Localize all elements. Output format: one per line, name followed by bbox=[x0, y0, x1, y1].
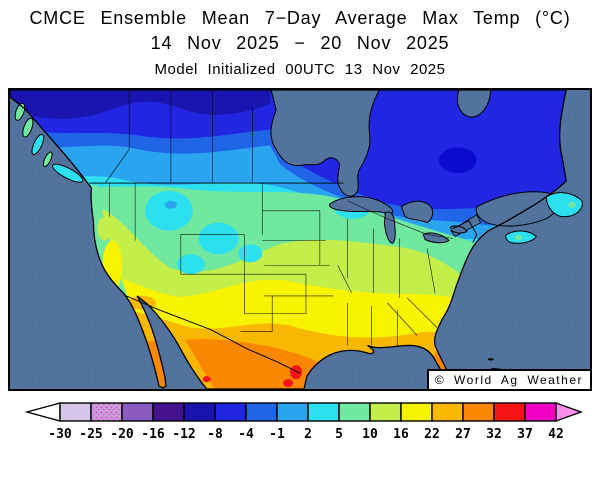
hudson-bay bbox=[270, 90, 381, 197]
newfoundland-island bbox=[545, 192, 583, 218]
oregon-warm-spot bbox=[97, 216, 112, 241]
vancouver-island bbox=[52, 163, 84, 183]
colorbar-cell bbox=[369, 402, 402, 422]
rockies-cold-patch bbox=[238, 244, 263, 263]
colorbar-cell bbox=[214, 402, 247, 422]
colorbar-tick-label: -20 bbox=[110, 427, 134, 442]
colorbar-cell bbox=[338, 402, 371, 422]
colorbar-cell bbox=[400, 402, 433, 422]
colorbar-right-arrow bbox=[555, 402, 584, 422]
map-panel: © World Ag Weather bbox=[8, 88, 592, 391]
political-borders bbox=[89, 90, 478, 374]
colorbar-tick-label: 22 bbox=[424, 427, 440, 442]
colorbar-cell bbox=[121, 402, 154, 422]
alaska-panhandle-island bbox=[22, 117, 34, 138]
ne-mexico-hot-spot bbox=[283, 379, 294, 388]
colorbar-tick-label: 27 bbox=[455, 427, 471, 442]
rockies-cold-core bbox=[164, 200, 177, 209]
colorbar-cell bbox=[431, 402, 464, 422]
colorbar-tick-label: -16 bbox=[141, 427, 165, 442]
colorbar-left-arrow bbox=[24, 402, 61, 422]
rockies-cold-patch bbox=[145, 190, 193, 231]
rockies-cold-patch bbox=[176, 254, 205, 275]
bahamas-island bbox=[487, 358, 494, 361]
w-mexico-hot-spot bbox=[202, 376, 211, 383]
colorbar-cell bbox=[59, 402, 92, 422]
colorbar-cell bbox=[183, 402, 216, 422]
lake-huron bbox=[400, 200, 434, 224]
state-border bbox=[426, 248, 436, 294]
colorbar-svg: -30 -25 -20 -16 -12 -8 -4 -1 2 5 10 16 22 27 32 37 42 bbox=[24, 402, 584, 442]
colorbar-tick-label: -25 bbox=[79, 427, 102, 442]
lake-michigan bbox=[383, 211, 396, 245]
date-range: 14 Nov 2025 − 20 Nov 2025 bbox=[150, 33, 450, 53]
colorbar-tick-label: 32 bbox=[486, 427, 502, 442]
alaska-panhandle-island bbox=[31, 133, 45, 155]
colorbar-cell bbox=[524, 402, 557, 422]
colorbar-tick-label: -12 bbox=[172, 427, 195, 442]
south-texas-hot-spot bbox=[290, 365, 302, 380]
colorbar-tick-label: 5 bbox=[335, 427, 343, 442]
state-border bbox=[387, 302, 418, 336]
alaska-panhandle-island bbox=[42, 151, 53, 168]
newfoundland-mild-spot bbox=[568, 201, 577, 208]
us-canada-border-east bbox=[452, 220, 478, 243]
map-title: CMCE Ensemble Mean 7−Day Average Max Tem… bbox=[29, 8, 571, 28]
colorbar: -30 -25 -20 -16 -12 -8 -4 -1 2 5 10 16 22 27 32 37 42 bbox=[0, 401, 600, 445]
state-border bbox=[337, 265, 352, 294]
us-mexico-border bbox=[126, 295, 301, 374]
gulf-of-st-lawrence bbox=[475, 191, 559, 227]
colorbar-tick-label: 16 bbox=[393, 427, 409, 442]
colorbar-cell bbox=[462, 402, 495, 422]
colorbar-cell bbox=[493, 402, 526, 422]
nova-scotia-mild-spot bbox=[514, 235, 523, 240]
state-border bbox=[240, 295, 273, 332]
colorbar-tick-label: 2 bbox=[304, 427, 312, 442]
colorbar-cell bbox=[245, 402, 278, 422]
colorbar-tick-label: 10 bbox=[362, 427, 378, 442]
model-init-line: Model Initialized 00UTC 13 Nov 2025 bbox=[154, 61, 446, 78]
colorbar-tick-label: -8 bbox=[207, 427, 223, 442]
province-border bbox=[347, 200, 453, 239]
colorbar-cell bbox=[276, 402, 309, 422]
quebec-cold-core bbox=[439, 147, 477, 174]
colorbar-tick-label: 37 bbox=[517, 427, 533, 442]
temperature-map bbox=[10, 90, 590, 389]
ungava-bay bbox=[456, 90, 492, 118]
colorbar-cell bbox=[90, 402, 123, 422]
rockies-cold-patch bbox=[198, 222, 239, 255]
colorbar-labels: -30 -25 -20 -16 -12 -8 -4 -1 2 5 10 16 22 27 32 37 42 bbox=[48, 427, 564, 442]
colorbar-cells bbox=[59, 402, 557, 422]
colorbar-tick-label: -4 bbox=[238, 427, 254, 442]
lake-erie bbox=[422, 232, 450, 244]
colorbar-cell bbox=[152, 402, 185, 422]
colorbar-tick-label: 42 bbox=[548, 427, 564, 442]
province-border bbox=[105, 90, 130, 184]
colorbar-cell bbox=[307, 402, 340, 422]
state-border bbox=[244, 273, 307, 315]
colorbar-tick-label: -1 bbox=[269, 427, 285, 442]
state-border bbox=[407, 297, 438, 328]
watermark-badge: © World Ag Weather bbox=[426, 369, 590, 389]
colorbar-tick-label: -30 bbox=[48, 427, 72, 442]
